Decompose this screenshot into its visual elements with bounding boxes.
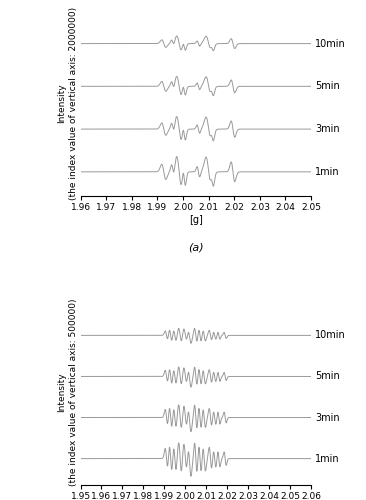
Text: 3min: 3min: [315, 124, 340, 134]
X-axis label: [g]: [g]: [189, 215, 203, 225]
Text: 10min: 10min: [315, 330, 346, 340]
Y-axis label: Intensity
(the index value of vertical axis: 500000): Intensity (the index value of vertical a…: [57, 298, 78, 486]
Text: 1min: 1min: [315, 454, 340, 464]
Text: (a): (a): [188, 243, 203, 253]
Text: 1min: 1min: [315, 167, 340, 177]
Text: 5min: 5min: [315, 372, 340, 382]
Y-axis label: Intensity
(the index value of vertical axis: 2000000): Intensity (the index value of vertical a…: [57, 6, 78, 200]
Text: 5min: 5min: [315, 82, 340, 92]
Text: 3min: 3min: [315, 412, 340, 422]
Text: 10min: 10min: [315, 38, 346, 48]
